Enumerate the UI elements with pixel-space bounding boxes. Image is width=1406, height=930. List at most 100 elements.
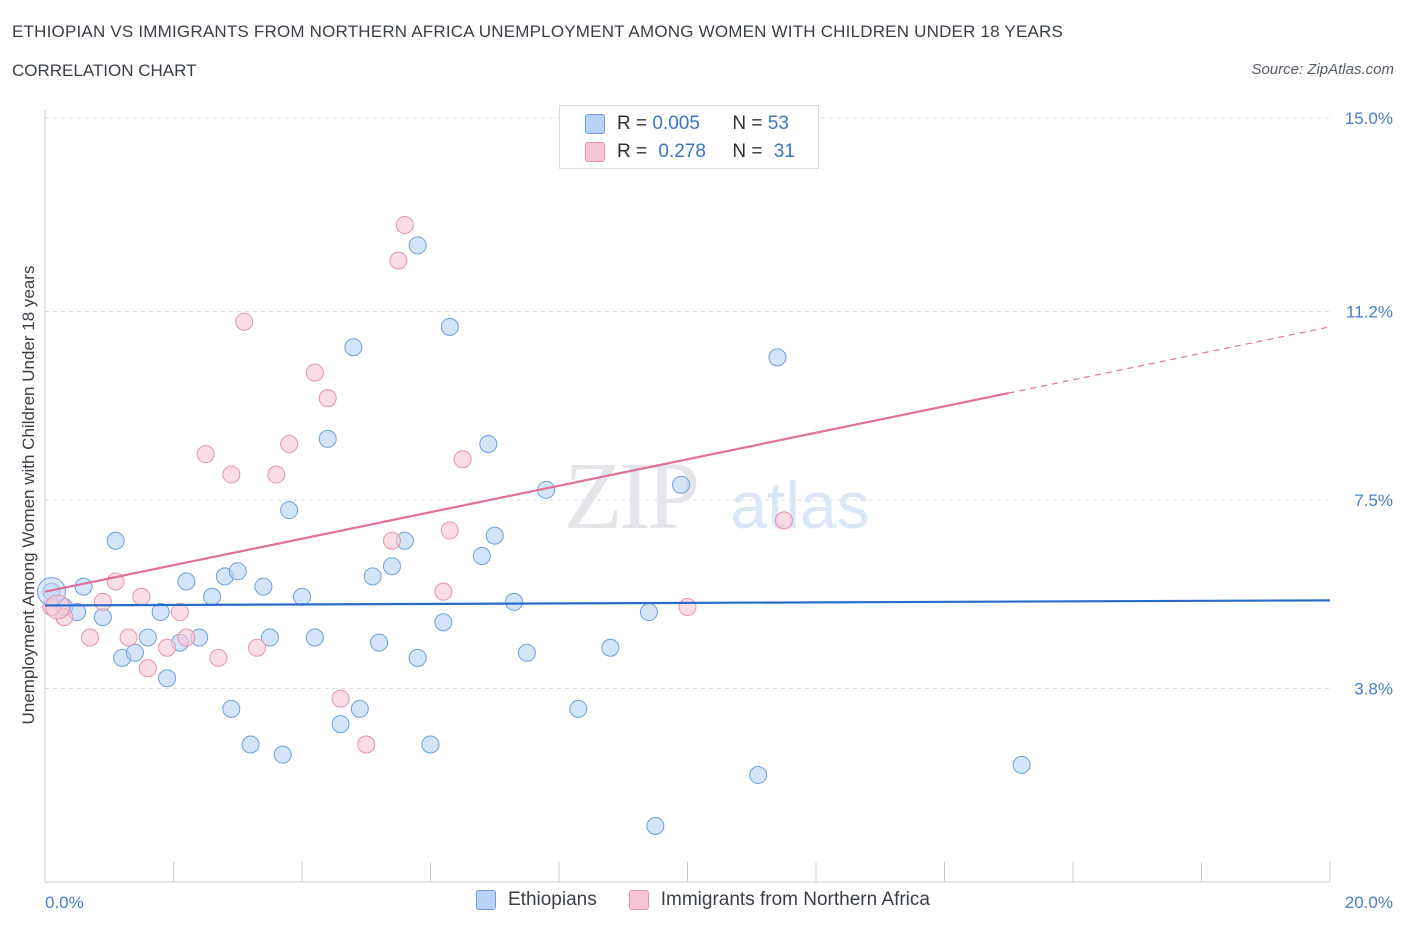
point-ethiopians (434, 613, 453, 632)
point-northern-africa (678, 597, 697, 616)
legend-r-label: R = (617, 141, 653, 162)
series-legend: Ethiopians Immigrants from Northern Afri… (0, 889, 1406, 911)
tick-labels: 3.8% 7.5% 11.2% 15.0% 0.0% 20.0% (45, 109, 1393, 912)
legend-swatch-pink (585, 142, 605, 162)
point-ethiopians (639, 603, 658, 622)
point-ethiopians (254, 577, 273, 596)
point-ethiopians (408, 648, 427, 667)
point-ethiopians (1012, 755, 1031, 774)
legend-n-label: N = (732, 113, 768, 134)
point-ethiopians (344, 338, 363, 357)
point-ethiopians (222, 699, 241, 718)
point-northern-africa (132, 587, 151, 606)
point-ethiopians (74, 577, 93, 596)
point-ethiopians (569, 699, 588, 718)
point-ethiopians (203, 587, 222, 606)
point-ethiopians (485, 526, 504, 545)
point-ethiopians (280, 501, 299, 520)
legend-swatch-pink (628, 890, 649, 910)
point-northern-africa (248, 638, 267, 657)
point-ethiopians (363, 567, 382, 586)
y-axis-label: Unemployment Among Women with Children U… (19, 266, 38, 725)
point-northern-africa (177, 628, 196, 647)
stats-legend: R = 0.005 N = 53 R = 0.278 N = 31 (559, 105, 819, 169)
y-tick-label: 15.0% (1345, 109, 1393, 128)
legend-row-ethiopians: R = 0.005 N = 53 (585, 111, 789, 137)
legend-r-label: R = (617, 113, 653, 134)
axes (44, 110, 1331, 883)
point-northern-africa (440, 521, 459, 540)
point-ethiopians (505, 592, 524, 611)
point-ethiopians (273, 745, 292, 764)
point-ethiopians (93, 608, 112, 627)
point-northern-africa (196, 445, 215, 464)
y-tick-label: 7.5% (1354, 491, 1393, 510)
point-ethiopians (331, 715, 350, 734)
x-tick-label: 0.0% (45, 893, 84, 912)
source-label: Source: ZipAtlas.com (1251, 61, 1394, 78)
legend-label-northern-africa: Immigrants from Northern Africa (660, 889, 930, 910)
point-northern-africa (119, 628, 138, 647)
watermark: ZIP atlas (564, 442, 870, 549)
point-ethiopians (382, 557, 401, 576)
point-northern-africa (357, 735, 376, 754)
point-northern-africa (280, 434, 299, 453)
point-ethiopians (151, 603, 170, 622)
chart-subtitle: CORRELATION CHART (12, 61, 197, 80)
point-ethiopians (228, 562, 247, 581)
legend-swatch-blue (585, 114, 605, 134)
point-ethiopians (106, 531, 125, 550)
point-northern-africa (453, 450, 472, 469)
point-northern-africa (209, 648, 228, 667)
legend-label-ethiopians: Ethiopians (508, 889, 597, 910)
legend-r-value: 0.005 (652, 113, 700, 134)
point-ethiopians (749, 766, 768, 785)
point-northern-africa (305, 363, 324, 382)
point-ethiopians (241, 735, 260, 754)
legend-n-label: N = (732, 141, 768, 162)
point-ethiopians (472, 547, 491, 566)
point-ethiopians (350, 699, 369, 718)
point-cluster-northern-africa (45, 594, 71, 620)
point-northern-africa (80, 628, 99, 647)
watermark-zip: ZIP (564, 442, 697, 549)
point-ethiopians (138, 628, 157, 647)
point-ethiopians (305, 628, 324, 647)
legend-n-value: 31 (773, 141, 795, 162)
chart-title: ETHIOPIAN VS IMMIGRANTS FROM NORTHERN AF… (12, 22, 1064, 41)
legend-item-ethiopians: Ethiopians (476, 889, 597, 911)
legend-r-value: 0.278 (658, 141, 706, 162)
point-northern-africa (395, 215, 414, 234)
y-tick-label: 11.2% (1346, 303, 1393, 322)
point-ethiopians (293, 587, 311, 606)
point-ethiopians (158, 669, 177, 688)
point-northern-africa (774, 511, 793, 530)
point-ethiopians (177, 572, 196, 591)
point-northern-africa (222, 465, 241, 484)
point-northern-africa (170, 603, 189, 622)
y-tick-label: 3.8% (1354, 679, 1393, 698)
legend-item-northern-africa: Immigrants from Northern Africa (628, 889, 930, 911)
point-ethiopians (768, 348, 787, 367)
watermark-atlas: atlas (730, 468, 869, 542)
point-northern-africa (93, 592, 112, 611)
point-northern-africa (331, 689, 350, 708)
point-northern-africa (318, 389, 337, 408)
trend-line-extension (1008, 326, 1331, 394)
point-ethiopians (318, 429, 337, 448)
data-points (36, 215, 1031, 835)
point-ethiopians (260, 628, 279, 647)
legend-row-northern-africa: R = 0.278 N = 31 (585, 139, 795, 165)
point-northern-africa (235, 312, 254, 331)
point-ethiopians (408, 236, 427, 255)
trend-line-northern-africa (44, 391, 1009, 593)
point-northern-africa (267, 465, 286, 484)
point-northern-africa (389, 251, 408, 270)
point-ethiopians (517, 643, 536, 662)
point-ethiopians (646, 816, 665, 835)
point-ethiopians (125, 643, 144, 662)
point-ethiopians (370, 633, 389, 652)
legend-swatch-blue (476, 890, 496, 910)
legend-n-value: 53 (767, 113, 789, 134)
